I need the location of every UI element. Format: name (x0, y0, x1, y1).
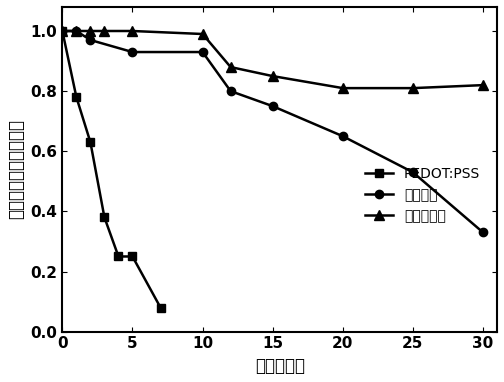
掺銀氧化镁 (340, 86, 346, 91)
掺銀氧化镁 (87, 29, 93, 33)
纯氧化镁 (410, 170, 416, 175)
掺銀氧化镁 (200, 32, 206, 36)
纯氧化镁 (480, 230, 486, 235)
Y-axis label: 归一化的光电转换效率: 归一化的光电转换效率 (7, 119, 25, 219)
纯氧化镁 (200, 50, 206, 54)
掺銀氧化镁 (410, 86, 416, 91)
纯氧化镁 (74, 29, 80, 33)
纯氧化镁 (270, 104, 276, 108)
Line: 掺銀氧化镁: 掺銀氧化镁 (57, 26, 488, 93)
掺銀氧化镁 (270, 74, 276, 78)
PEDOT:PSS (59, 29, 66, 33)
纯氧化镁 (59, 29, 66, 33)
掺銀氧化镁 (74, 29, 80, 33)
PEDOT:PSS (87, 140, 93, 144)
纯氧化镁 (130, 50, 136, 54)
Line: PEDOT:PSS: PEDOT:PSS (58, 27, 165, 312)
掺銀氧化镁 (101, 29, 107, 33)
掺銀氧化镁 (59, 29, 66, 33)
纯氧化镁 (87, 38, 93, 42)
掺銀氧化镁 (480, 83, 486, 87)
PEDOT:PSS (101, 215, 107, 220)
PEDOT:PSS (115, 254, 121, 259)
纯氧化镁 (340, 134, 346, 139)
PEDOT:PSS (130, 254, 136, 259)
Line: 纯氧化镁: 纯氧化镁 (58, 27, 487, 236)
掺銀氧化镁 (228, 65, 234, 70)
PEDOT:PSS (74, 95, 80, 99)
PEDOT:PSS (157, 305, 163, 310)
纯氧化镁 (228, 89, 234, 94)
X-axis label: 时间（天）: 时间（天） (255, 357, 305, 375)
掺銀氧化镁 (130, 29, 136, 33)
Legend: PEDOT:PSS, 纯氧化镁, 掺銀氧化镁: PEDOT:PSS, 纯氧化镁, 掺銀氧化镁 (359, 162, 486, 229)
